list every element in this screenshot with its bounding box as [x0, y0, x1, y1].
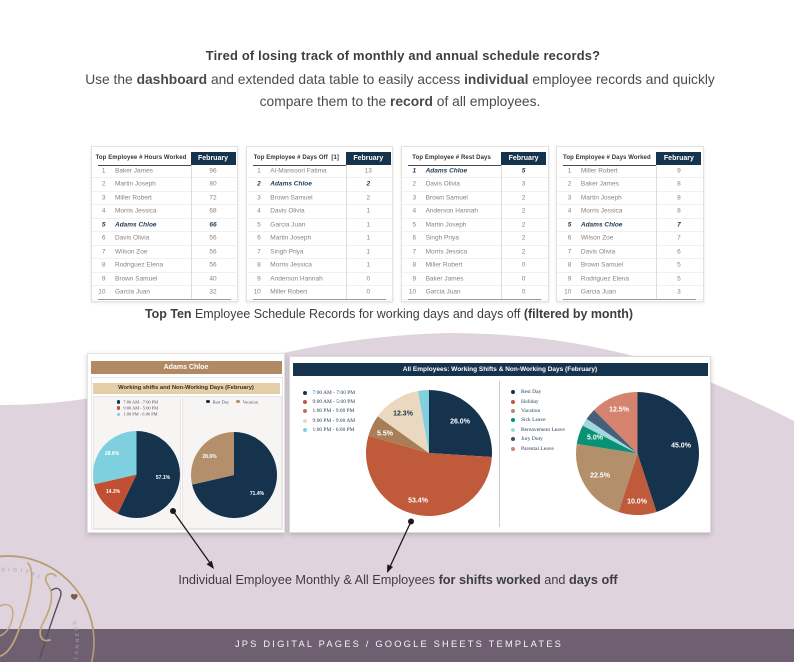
- svg-text:PLANNERS: PLANNERS: [71, 618, 81, 662]
- svg-text:DIGITAL: DIGITAL: [1, 567, 44, 582]
